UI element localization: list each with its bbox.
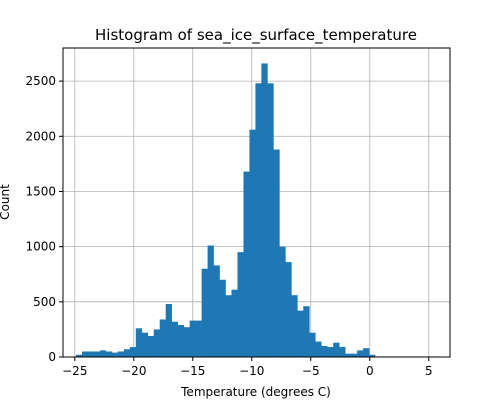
histogram-bar	[177, 324, 184, 357]
histogram-bar	[279, 246, 286, 357]
histogram-bar	[159, 319, 167, 357]
histogram-bar	[315, 341, 322, 357]
y-tick-label: 0	[48, 350, 56, 364]
histogram-bar	[147, 336, 155, 357]
axes-frame	[62, 47, 451, 358]
histogram-bar	[351, 353, 358, 357]
histogram-bar	[87, 351, 95, 357]
histogram-bar	[153, 329, 161, 357]
chart-title: Histogram of sea_ice_surface_temperature	[95, 26, 417, 45]
histogram-bar	[297, 310, 304, 357]
histogram-bar	[309, 332, 316, 357]
histogram-bar	[111, 352, 119, 357]
histogram-bar	[81, 351, 89, 357]
histogram-bar	[303, 306, 310, 357]
histogram-bar	[105, 351, 113, 357]
histogram-bar	[243, 171, 250, 357]
histogram-bar	[123, 349, 131, 357]
y-tick-label: 2000	[25, 129, 56, 143]
histogram-bar	[189, 320, 196, 357]
x-axis-ticks: −25 −20 −15 −10 −5 0 5	[62, 357, 433, 378]
histogram-bar	[141, 332, 149, 357]
histogram-bar	[237, 252, 244, 357]
x-tick-label: 0	[366, 364, 374, 378]
histogram-bar	[75, 354, 83, 357]
histogram-bar	[285, 262, 292, 357]
histogram-bar	[345, 353, 352, 357]
histogram-bar	[291, 295, 298, 357]
histogram-bar	[195, 320, 202, 357]
y-tick-label: 2500	[25, 74, 56, 88]
histogram-bar	[273, 149, 280, 357]
y-axis-label: Count	[0, 184, 12, 220]
histogram-bars	[75, 63, 436, 358]
histogram-bar	[339, 347, 346, 357]
histogram-bar	[213, 265, 220, 357]
y-tick-label: 1000	[25, 240, 56, 254]
histogram-bar	[117, 351, 125, 357]
histogram-bar	[129, 347, 137, 357]
x-tick-label: −5	[302, 364, 320, 378]
x-axis-label: Temperature (degrees C)	[180, 385, 331, 399]
y-tick-label: 500	[33, 295, 56, 309]
histogram-bar	[249, 129, 256, 357]
histogram-bar	[333, 342, 340, 357]
histogram-bar	[363, 348, 370, 357]
histogram-bar	[261, 63, 268, 357]
x-tick-label: −25	[62, 364, 87, 378]
histogram-bar	[327, 347, 334, 357]
histogram-bar	[219, 279, 226, 357]
histogram-bar	[135, 328, 143, 357]
histogram-bar	[99, 350, 107, 357]
histogram-bar	[93, 351, 101, 357]
x-tick-label: 5	[425, 364, 433, 378]
histogram-bar	[201, 268, 208, 357]
histogram-bar	[171, 321, 178, 357]
histogram-bar	[207, 245, 214, 357]
histogram-bar	[231, 289, 238, 357]
histogram-bar	[225, 295, 232, 357]
x-tick-label: −10	[239, 364, 264, 378]
histogram-bar	[357, 350, 364, 357]
y-axis-ticks: 0 500 1000 1500 2000 2500	[25, 74, 63, 364]
histogram-bar	[321, 345, 328, 357]
x-tick-label: −15	[180, 364, 205, 378]
histogram-bar	[255, 83, 262, 358]
x-tick-label: −20	[121, 364, 146, 378]
histogram-bar	[369, 354, 376, 357]
histogram-bar	[183, 327, 190, 357]
histogram-bar	[165, 304, 172, 357]
y-tick-label: 1500	[25, 184, 56, 198]
histogram-bar	[267, 83, 274, 358]
